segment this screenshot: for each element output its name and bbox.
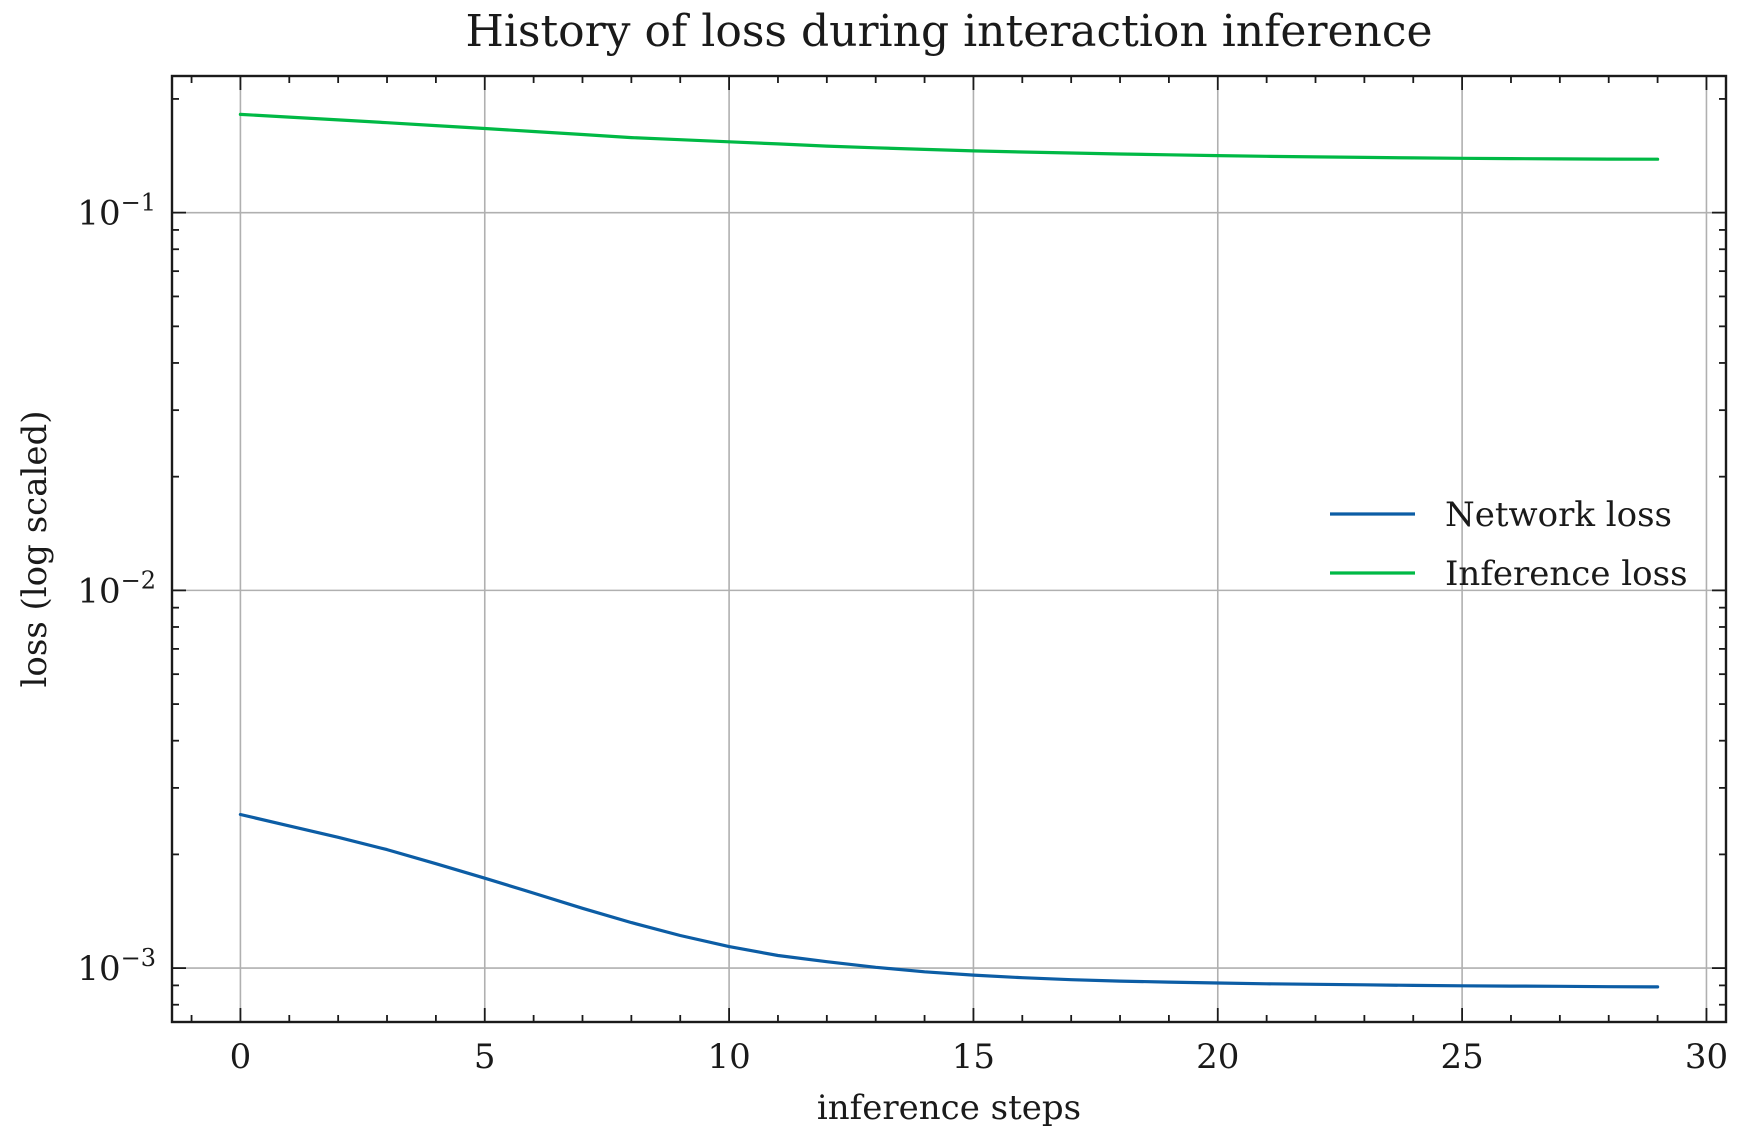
- plot-frame: [170, 74, 1728, 1024]
- legend-label-network-loss: Network loss: [1445, 495, 1672, 535]
- legend-label-inference-loss: Inference loss: [1445, 554, 1688, 594]
- x-axis-label: inference steps: [817, 1088, 1081, 1128]
- y-axis-label: loss (log scaled): [15, 410, 55, 687]
- x-tick-label: 15: [952, 1037, 995, 1077]
- y-tick-label: 10−1: [77, 189, 156, 234]
- x-tick-label: 10: [707, 1037, 750, 1077]
- y-tick-label: 10−3: [77, 944, 156, 989]
- x-tick-label: 0: [230, 1037, 252, 1077]
- x-tick-label: 5: [474, 1037, 496, 1077]
- y-tick-label: 10−2: [77, 566, 156, 611]
- x-tick-label: 25: [1440, 1037, 1483, 1077]
- x-tick-label: 30: [1685, 1037, 1728, 1077]
- x-tick-label: 20: [1196, 1037, 1239, 1077]
- series-line-inference-loss: [238, 112, 1660, 161]
- tick-label-layer: 0 5 10 15 20 25 30 10−1 10−2 10−3: [77, 189, 1728, 1077]
- legend: Network loss Inference loss: [1330, 495, 1688, 594]
- grid-layer: [172, 76, 1726, 1022]
- tick-layer: [172, 76, 1726, 1022]
- chart-title: History of loss during interaction infer…: [465, 6, 1432, 57]
- series-layer: [238, 112, 1660, 989]
- series-line-network-loss: [238, 812, 1660, 989]
